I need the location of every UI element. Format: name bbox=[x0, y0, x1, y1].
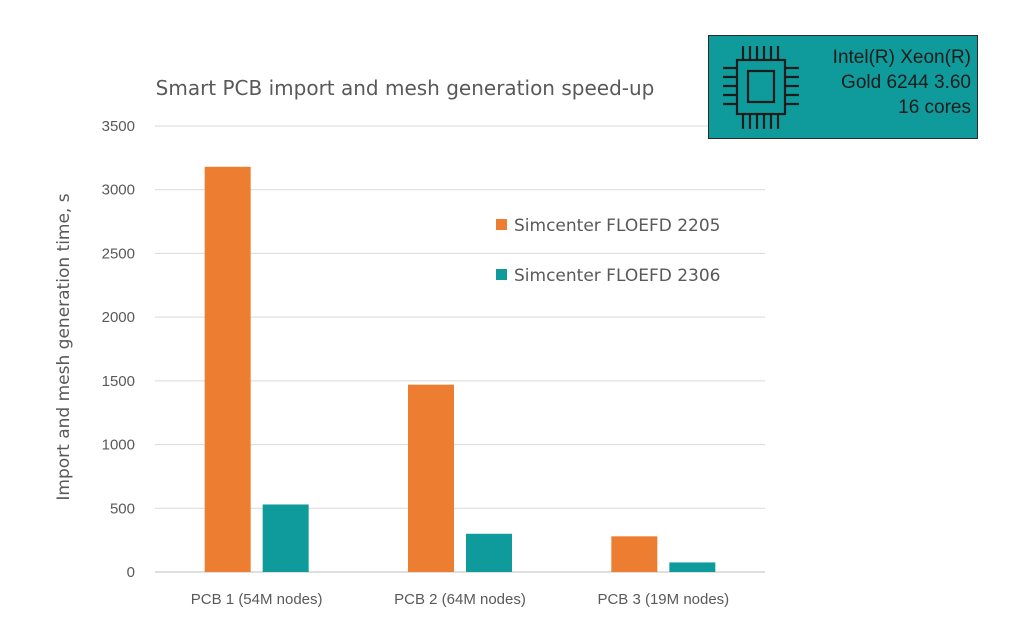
cpu-cores-line: 16 cores bbox=[898, 97, 971, 118]
bars bbox=[204, 166, 716, 572]
x-tick-labels: PCB 1 (54M nodes) PCB 2 (64M nodes) PCB 3 … bbox=[191, 591, 729, 608]
x-tick-label: PCB 1 (54M nodes) bbox=[191, 591, 323, 608]
x-tick-label: PCB 3 (19M nodes) bbox=[597, 591, 729, 608]
cpu-info-badge: Intel(R) Xeon(R) Gold 6244 3.60 16 cores bbox=[708, 35, 978, 139]
y-tick-label: 2000 bbox=[102, 309, 135, 326]
bar-series-2-cat-3 bbox=[669, 562, 716, 572]
cpu-model-line: Intel(R) Xeon(R) bbox=[832, 47, 971, 68]
y-tick-label: 0 bbox=[127, 564, 135, 581]
cpu-spec-text: Intel(R) Xeon(R) Gold 6244 3.60 16 cores bbox=[833, 45, 971, 120]
y-tick-label: 1500 bbox=[102, 373, 135, 390]
legend-swatch-series-2 bbox=[496, 269, 507, 280]
cpu-chip-icon bbox=[723, 46, 799, 129]
bar-series-1-cat-1 bbox=[204, 166, 251, 572]
gridlines bbox=[155, 125, 765, 573]
legend-label-series-2: Simcenter FLOEFD 2306 bbox=[514, 266, 720, 286]
bar-series-1-cat-3 bbox=[611, 536, 658, 572]
y-tick-label: 1000 bbox=[102, 437, 135, 454]
bar-series-2-cat-2 bbox=[466, 533, 512, 572]
cpu-frequency-line: Gold 6244 3.60 bbox=[841, 72, 971, 93]
legend-swatch-series-1 bbox=[496, 219, 507, 230]
legend-label-series-1: Simcenter FLOEFD 2205 bbox=[514, 216, 720, 236]
bar-series-2-cat-1 bbox=[262, 504, 309, 572]
y-tick-label: 2500 bbox=[102, 245, 135, 262]
y-axis-title: Import and mesh generation time, s bbox=[54, 193, 74, 500]
bar-series-1-cat-2 bbox=[408, 384, 454, 572]
chart-title: Smart PCB import and mesh generation spe… bbox=[156, 76, 655, 100]
x-tick-label: PCB 2 (64M nodes) bbox=[394, 591, 526, 608]
y-tick-label: 3500 bbox=[102, 118, 135, 135]
y-tick-label: 3000 bbox=[102, 182, 135, 199]
y-tick-labels: 0 500 1000 1500 2000 2500 3000 3500 bbox=[102, 118, 135, 581]
legend: Simcenter FLOEFD 2205 Simcenter FLOEFD 2… bbox=[496, 216, 720, 286]
y-tick-label: 500 bbox=[110, 500, 135, 517]
